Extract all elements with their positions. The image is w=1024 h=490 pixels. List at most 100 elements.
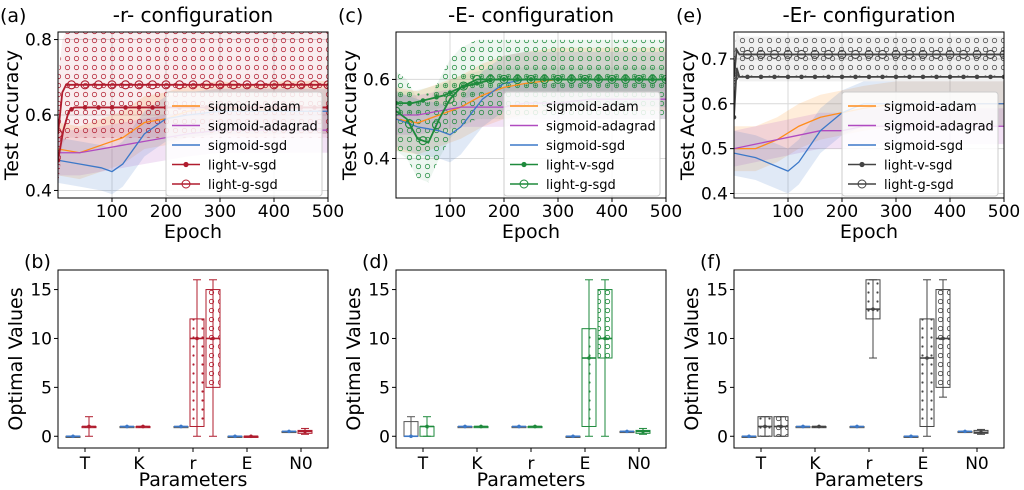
- series-line: [734, 67, 1004, 118]
- box-point: [211, 336, 215, 341]
- legend-label: sigmoid-sgd: [546, 139, 625, 154]
- legend-marker: [181, 179, 191, 189]
- legend-box: [503, 91, 661, 197]
- series-point: [972, 49, 982, 59]
- series-point: [866, 74, 872, 80]
- box-point: [425, 424, 429, 429]
- series-point: [893, 74, 899, 80]
- y-tick-label: 0.6: [363, 70, 390, 90]
- x-tick-label: E: [918, 454, 929, 474]
- series-point: [812, 74, 818, 80]
- box-point: [409, 434, 413, 439]
- box-point: [817, 424, 821, 429]
- series-point: [396, 100, 399, 106]
- series-point: [228, 80, 239, 90]
- series-point: [647, 74, 658, 84]
- y-axis-label: Optimal Values: [5, 287, 27, 430]
- box: [581, 328, 597, 427]
- y-tick-label: 0.4: [701, 185, 728, 205]
- x-tick-label: 300: [880, 202, 912, 222]
- box-point: [641, 429, 645, 434]
- series-point: [796, 49, 807, 59]
- x-tick-label: 400: [258, 202, 290, 222]
- series-point: [904, 49, 915, 59]
- legend-label: sigmoid-sgd: [208, 139, 287, 154]
- series-point: [864, 49, 874, 59]
- y-tick-label: 0.4: [25, 181, 52, 201]
- y-axis-label: Test Accuracy: [677, 50, 699, 181]
- legend-label: sigmoid-adam: [208, 100, 301, 115]
- x-tick-label: 200: [488, 202, 520, 222]
- legend-label: light-v-sgd: [546, 159, 614, 174]
- legend-marker: [859, 161, 865, 168]
- box-point: [533, 424, 537, 429]
- series-point: [918, 49, 928, 59]
- box-point: [779, 424, 783, 429]
- x-axis-label: Epoch: [164, 221, 222, 243]
- x-tick-label: 200: [826, 202, 858, 222]
- x-axis-label: Parameters: [815, 469, 924, 490]
- chart-title: -E- configuration: [448, 3, 614, 27]
- series-point: [296, 80, 306, 90]
- line-panel-0: 100 200 300 400 500 0.4 0.6 0.8 Epoch Test Accura…: [0, 3, 344, 243]
- box-point: [855, 424, 859, 429]
- y-tick-label: 10: [706, 329, 728, 349]
- series-point: [826, 74, 831, 80]
- legend-box: [165, 91, 323, 197]
- series-point: [823, 49, 834, 59]
- y-tick-label: 10: [30, 329, 52, 349]
- box-point: [587, 356, 591, 360]
- line-panel-1: 100 200 300 400 500 0.4 0.6 Epoch Test Accuracy -…: [338, 3, 682, 243]
- series-point: [880, 74, 885, 80]
- y-tick-label: 0: [379, 427, 390, 447]
- series-point: [934, 74, 939, 80]
- legend-label: light-g-sgd: [884, 178, 954, 193]
- axes-frame: [395, 31, 667, 199]
- series-point: [512, 74, 523, 84]
- y-axis-label: Test Accuracy: [339, 50, 361, 181]
- series-point: [961, 74, 966, 80]
- box-point: [517, 424, 521, 429]
- box-point: [125, 424, 129, 429]
- series-point: [323, 80, 328, 90]
- series-point: [242, 80, 252, 90]
- series-point: [80, 80, 90, 90]
- x-tick-label: r: [866, 454, 873, 474]
- y-tick-label: 5: [41, 378, 52, 398]
- series-point: [407, 100, 412, 106]
- series-point: [120, 80, 131, 90]
- series-point: [931, 49, 942, 59]
- series-point: [147, 80, 158, 90]
- series-point: [783, 49, 793, 59]
- y-tick-label: 5: [379, 378, 390, 398]
- box-point: [801, 424, 805, 429]
- series-point: [445, 94, 455, 104]
- series-point: [799, 74, 804, 80]
- series-point: [607, 74, 617, 84]
- x-axis-label: Parameters: [477, 469, 586, 490]
- x-tick-label: 300: [204, 202, 236, 222]
- box-point: [909, 434, 913, 439]
- series-point: [174, 80, 185, 90]
- series-point: [418, 136, 428, 146]
- box-point: [179, 424, 183, 429]
- y-tick-label: 0.8: [25, 31, 52, 51]
- box-point: [763, 424, 767, 429]
- y-tick-label: 15: [706, 281, 728, 301]
- series-point: [853, 74, 858, 80]
- series-point: [434, 94, 439, 100]
- panel-label: (e): [676, 5, 703, 27]
- box-point: [71, 434, 75, 439]
- series-point: [309, 80, 320, 90]
- series-point: [837, 49, 847, 59]
- axes-frame: [733, 31, 1005, 199]
- series-point: [526, 74, 536, 84]
- x-tick-label: 100: [772, 202, 804, 222]
- box-point: [571, 434, 575, 439]
- box: [189, 318, 205, 427]
- panel-label: (d): [362, 251, 389, 273]
- series-point: [907, 74, 912, 80]
- series-point: [785, 74, 791, 80]
- box-point: [871, 307, 875, 311]
